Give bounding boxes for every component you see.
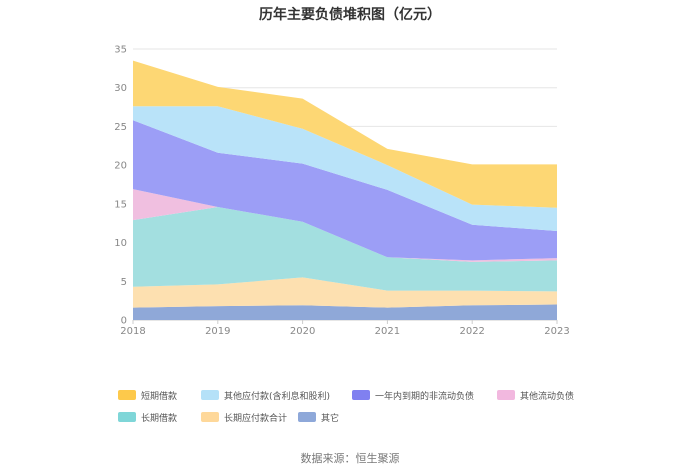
legend-swatch: [201, 390, 219, 400]
x-tick-label: 2018: [120, 326, 145, 337]
x-tick-label: 2019: [205, 326, 230, 337]
y-tick-label: 25: [114, 122, 127, 133]
legend-label: 一年内到期的非流动负债: [375, 391, 475, 402]
area-series-2: [133, 207, 557, 292]
y-tick-label: 15: [114, 199, 127, 210]
y-tick-label: 5: [121, 277, 127, 288]
legend-swatch: [298, 412, 316, 422]
area-series: [133, 60, 557, 320]
area-series-1: [133, 277, 557, 308]
y-tick-label: 35: [114, 45, 127, 56]
y-tick-label: 0: [121, 316, 127, 327]
area-series-0: [133, 304, 557, 320]
legend-label: 其它: [321, 413, 340, 424]
chart-title: 历年主要负债堆积图（亿元）: [259, 7, 441, 23]
legend-item[interactable]: 其他流动负债: [497, 388, 574, 402]
x-tick-label: 2021: [375, 326, 400, 337]
legend-swatch: [352, 390, 370, 400]
legend-swatch: [118, 412, 136, 422]
area-series-6: [133, 60, 557, 208]
legend-label: 其他应付款(含利息和股利): [224, 391, 331, 402]
x-tick-label: 2020: [290, 326, 315, 337]
x-tick-label: 2022: [459, 326, 484, 337]
legend-item[interactable]: 一年内到期的非流动负债: [352, 388, 474, 402]
area-series-4: [133, 120, 557, 261]
y-tick-label: 10: [114, 238, 127, 249]
source-note: 数据来源：恒生聚源: [300, 452, 400, 465]
y-tick-label: 20: [114, 161, 127, 172]
legend-swatch: [118, 390, 136, 400]
y-tick-label: 30: [114, 83, 127, 94]
legend-label: 其他流动负债: [520, 391, 575, 402]
axes: 0 5 10 15 20 25 30 35 2018 2019 2020 2021 2022 2023: [114, 45, 569, 338]
legend-item[interactable]: 其它: [298, 410, 339, 424]
area-series-5: [133, 106, 557, 231]
legend-item[interactable]: 长期借款: [118, 410, 177, 424]
legend-item[interactable]: 其他应付款(含利息和股利): [201, 388, 330, 402]
legend-label: 长期借款: [141, 413, 178, 424]
legend-swatch: [201, 412, 219, 422]
legend-label: 短期借款: [141, 391, 178, 402]
legend-item[interactable]: 长期应付款合计: [201, 410, 287, 424]
x-tick-label: 2023: [544, 326, 569, 337]
legend-label: 长期应付款合计: [224, 413, 288, 424]
legend-swatch: [497, 390, 515, 400]
legend-item[interactable]: 短期借款: [118, 388, 177, 402]
